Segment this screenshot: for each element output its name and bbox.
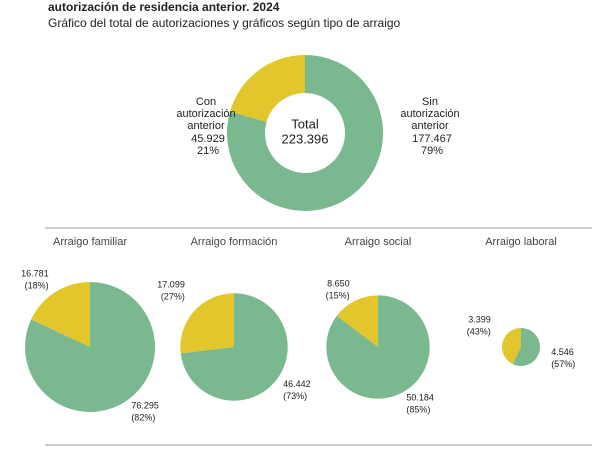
pie-title: Arraigo familiar bbox=[53, 236, 127, 248]
pie-title: Arraigo formación bbox=[191, 236, 278, 248]
value-label: 177.467 bbox=[412, 133, 452, 145]
slice bbox=[326, 295, 430, 399]
percent-label: (73%) bbox=[283, 391, 307, 401]
slice bbox=[512, 328, 540, 366]
percent-label: (82%) bbox=[131, 412, 155, 422]
slice bbox=[31, 282, 90, 347]
percent-label: 21% bbox=[196, 145, 220, 157]
slice bbox=[227, 55, 383, 211]
percent-label: (57%) bbox=[551, 359, 575, 369]
value-label: 50.184 bbox=[406, 392, 434, 402]
value-label: 16.781 bbox=[21, 268, 49, 278]
title: autorización de residencia anterior. 202… bbox=[48, 0, 280, 14]
value-label: 76.295 bbox=[131, 400, 159, 410]
slice bbox=[25, 282, 155, 412]
category-label: Con autorización anterior bbox=[176, 96, 236, 132]
percent-label: (27%) bbox=[161, 292, 185, 302]
slice bbox=[336, 295, 378, 347]
category-label: Sin autorización anterior bbox=[400, 96, 460, 132]
value-label: 17.099 bbox=[157, 280, 185, 290]
percent-label: (15%) bbox=[326, 290, 350, 300]
value-label: 4.546 bbox=[551, 347, 574, 357]
percent-label: (43%) bbox=[467, 326, 491, 336]
slice bbox=[180, 293, 288, 401]
slice bbox=[502, 328, 521, 365]
center-total: 223.396 bbox=[282, 131, 329, 146]
subtitle: Gráfico del total de autorizaciones y gr… bbox=[48, 16, 401, 30]
value-label: 46.442 bbox=[283, 379, 311, 389]
pie-title: Arraigo social bbox=[345, 236, 412, 248]
value-label: 45.929 bbox=[191, 133, 225, 145]
slice bbox=[180, 293, 234, 354]
pie-title: Arraigo laboral bbox=[485, 236, 557, 248]
percent-label: (18%) bbox=[25, 280, 49, 290]
center-label: Total bbox=[291, 116, 319, 131]
value-label: 3.399 bbox=[468, 314, 491, 324]
percent-label: (85%) bbox=[406, 404, 430, 414]
slice bbox=[230, 55, 305, 122]
percent-label: 79% bbox=[420, 145, 444, 157]
value-label: 8.650 bbox=[327, 278, 350, 288]
